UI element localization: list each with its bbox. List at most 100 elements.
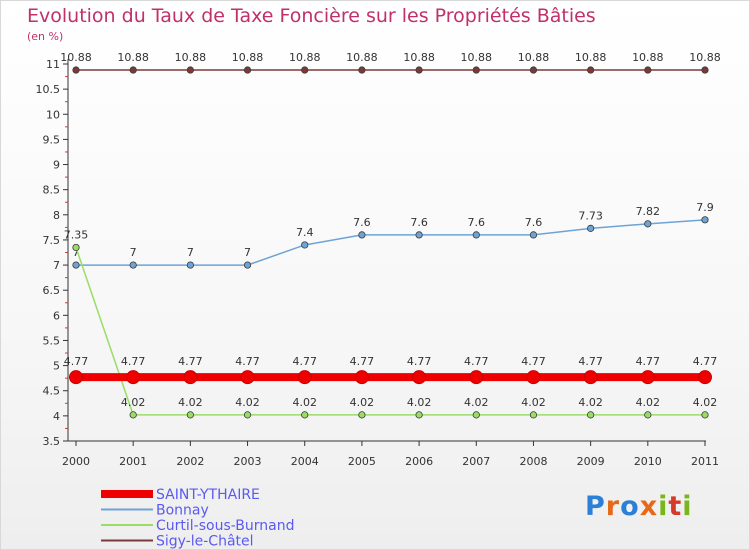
data-label: 7.4 bbox=[296, 226, 314, 239]
logo-letter: i bbox=[682, 491, 693, 522]
series-saint-ythaire: 4.77 4.77 4.77 4.77 4.77 4.77 4.77 4.77 4.77 4.77… bbox=[64, 355, 718, 385]
y-tick-label: 4.5 bbox=[43, 385, 61, 398]
y-tick-label: 6 bbox=[53, 309, 60, 322]
data-label: 4.02 bbox=[464, 396, 489, 409]
x-tick-label: 2011 bbox=[691, 455, 719, 468]
data-point bbox=[587, 224, 595, 232]
data-label: 4.77 bbox=[464, 355, 489, 368]
legend-item: Sigy-le-Châtel bbox=[101, 534, 254, 550]
y-tick-label: 9 bbox=[53, 159, 60, 172]
data-label: 4.02 bbox=[521, 396, 546, 409]
data-point bbox=[301, 66, 309, 74]
y-tick-label: 9.5 bbox=[43, 133, 61, 146]
data-label: 4.02 bbox=[350, 396, 375, 409]
x-tick-label: 2000 bbox=[62, 455, 90, 468]
data-point bbox=[587, 411, 595, 419]
data-point bbox=[644, 411, 652, 419]
logo-letter: i bbox=[658, 491, 669, 522]
data-label: 10.88 bbox=[175, 51, 207, 64]
data-label: 4.02 bbox=[121, 396, 146, 409]
data-point bbox=[243, 261, 252, 269]
data-point bbox=[358, 411, 366, 419]
y-tick-label: 10 bbox=[46, 108, 60, 121]
data-point bbox=[301, 411, 309, 419]
data-label: 4.02 bbox=[407, 396, 432, 409]
data-label: 7.9 bbox=[696, 201, 714, 214]
x-tick-label: 2009 bbox=[577, 455, 605, 468]
data-label: 4.77 bbox=[350, 355, 375, 368]
series-line bbox=[76, 219, 706, 266]
data-label: 4.77 bbox=[121, 355, 146, 368]
data-point bbox=[529, 411, 538, 419]
data-point bbox=[183, 370, 198, 385]
x-tick-label: 2001 bbox=[119, 455, 147, 468]
data-label: 4.77 bbox=[693, 355, 718, 368]
data-label: 7 bbox=[244, 246, 251, 259]
y-tick-label: 11 bbox=[46, 58, 60, 71]
data-label: 7.82 bbox=[636, 205, 661, 218]
data-label: 7.35 bbox=[64, 228, 89, 241]
data-label: 10.88 bbox=[461, 51, 493, 64]
data-point bbox=[583, 370, 598, 385]
legend-label: SAINT-YTHAIRE bbox=[156, 487, 260, 503]
series-bonnay: 7 7 7 7 7.4 7.6 7.6 7.6 7.6 7.73 7.82 7.9 bbox=[72, 201, 714, 269]
data-label: 7.6 bbox=[468, 216, 486, 229]
proxiti-logo: Proxiti bbox=[585, 491, 693, 522]
data-point bbox=[72, 243, 80, 252]
data-label: 10.88 bbox=[117, 51, 149, 64]
y-tick-label: 3.5 bbox=[43, 435, 61, 448]
data-label: 4.02 bbox=[636, 396, 661, 409]
data-label: 4.77 bbox=[578, 355, 603, 368]
data-point bbox=[472, 231, 480, 239]
data-label: 7.73 bbox=[578, 209, 603, 222]
data-point bbox=[243, 66, 252, 74]
data-point bbox=[129, 411, 137, 419]
data-point bbox=[644, 66, 652, 74]
data-label: 4.02 bbox=[178, 396, 203, 409]
y-tick-label: 7.5 bbox=[43, 234, 61, 247]
series-line bbox=[75, 247, 705, 416]
data-point bbox=[240, 370, 255, 385]
x-tick-label: 2003 bbox=[234, 455, 262, 468]
data-label: 4.77 bbox=[407, 355, 432, 368]
data-label: 7 bbox=[187, 246, 194, 259]
unit-label: (en %) bbox=[27, 30, 64, 43]
data-label: 10.88 bbox=[575, 51, 607, 64]
data-point bbox=[415, 66, 423, 74]
y-tick-label: 6.5 bbox=[43, 284, 61, 297]
legend-label: Curtil-sous-Burnand bbox=[156, 518, 295, 534]
data-label: 10.88 bbox=[632, 51, 664, 64]
data-point bbox=[472, 66, 480, 74]
y-tick-label: 8.5 bbox=[43, 184, 61, 197]
x-tick-label: 2008 bbox=[519, 455, 547, 468]
data-label: 4.02 bbox=[578, 396, 603, 409]
data-point bbox=[354, 370, 369, 385]
data-point bbox=[472, 411, 480, 419]
data-point bbox=[526, 370, 541, 385]
data-label: 7 bbox=[73, 246, 80, 259]
data-point bbox=[644, 220, 652, 228]
y-tick-label: 5 bbox=[53, 360, 60, 373]
legend-item: Bonnay bbox=[101, 503, 209, 519]
legend-label: Sigy-le-Châtel bbox=[156, 534, 254, 550]
data-point bbox=[129, 261, 137, 269]
x-tick-label: 2007 bbox=[462, 455, 490, 468]
data-label: 4.77 bbox=[235, 355, 260, 368]
y-tick-label: 4 bbox=[53, 410, 60, 423]
data-point bbox=[129, 66, 137, 74]
data-label: 7.6 bbox=[410, 216, 428, 229]
y-tick-label: 5.5 bbox=[43, 334, 61, 347]
data-point bbox=[469, 370, 484, 385]
data-point bbox=[415, 411, 423, 419]
data-point bbox=[701, 66, 709, 74]
data-point bbox=[69, 370, 83, 385]
data-point bbox=[186, 66, 194, 74]
data-label: 4.77 bbox=[178, 355, 203, 368]
data-point bbox=[640, 370, 655, 385]
logo-letter: P bbox=[585, 491, 606, 522]
y-tick-label: 7 bbox=[53, 259, 60, 272]
data-point bbox=[698, 370, 712, 385]
data-label: 10.88 bbox=[289, 51, 321, 64]
data-label: 7.6 bbox=[353, 216, 371, 229]
data-label: 10.88 bbox=[403, 51, 435, 64]
